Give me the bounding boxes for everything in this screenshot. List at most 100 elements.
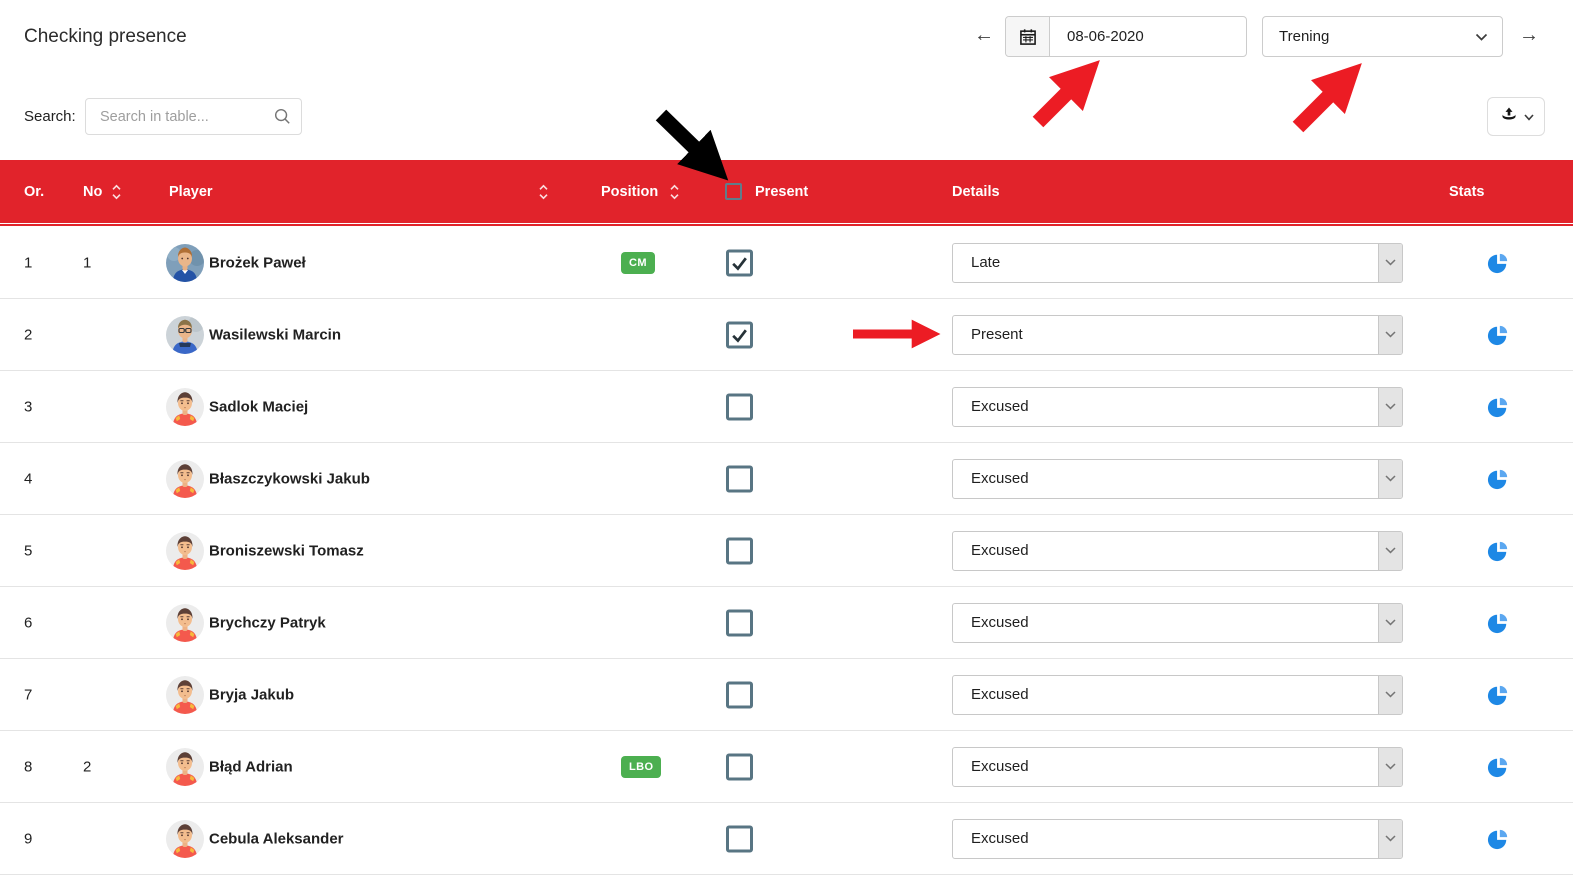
red-arrow-to-date	[1032, 60, 1100, 128]
select-chevron-icon	[1378, 819, 1402, 858]
chevron-down-icon	[1475, 33, 1502, 41]
player-name: Broniszewski Tomasz	[209, 542, 364, 559]
export-icon	[1499, 105, 1519, 128]
table-row: 5 Broniszewski Tomasz Excused	[0, 515, 1573, 587]
sort-icon[interactable]	[669, 183, 680, 201]
date-picker[interactable]: 08-06-2020	[1005, 16, 1247, 57]
player-name: Błaszczykowski Jakub	[209, 470, 370, 487]
select-chevron-icon	[1378, 315, 1402, 354]
details-select[interactable]: Excused	[952, 458, 1403, 499]
details-select[interactable]: Excused	[952, 530, 1403, 571]
player-name: Brożek Paweł	[209, 254, 306, 271]
details-select[interactable]: Excused	[952, 386, 1403, 427]
details-selected-value: Excused	[971, 398, 1029, 415]
stats-pie-icon[interactable]	[1487, 540, 1509, 562]
search-label: Search:	[24, 108, 76, 125]
player-avatar	[166, 747, 204, 786]
calendar-icon[interactable]	[1006, 17, 1050, 56]
details-selected-value: Excused	[971, 614, 1029, 631]
details-selected-value: Present	[971, 326, 1023, 343]
prev-date-button[interactable]: ←	[974, 24, 994, 46]
table-body: 1 1 Brożek Paweł CM Late 2 Wasilewski Ma…	[0, 227, 1573, 880]
header-present: Present	[755, 183, 809, 200]
stats-pie-icon[interactable]	[1487, 396, 1509, 418]
player-avatar	[166, 819, 204, 858]
event-type-select[interactable]: Trening	[1262, 16, 1503, 57]
header-stats: Stats	[1449, 183, 1485, 200]
stats-pie-icon[interactable]	[1487, 684, 1509, 706]
details-selected-value: Excused	[971, 830, 1029, 847]
present-checkbox[interactable]	[726, 537, 753, 564]
red-arrow-to-event-select	[1292, 63, 1362, 133]
details-selected-value: Late	[971, 254, 1001, 271]
check-icon	[732, 256, 747, 271]
details-selected-value: Excused	[971, 542, 1029, 559]
event-type-value: Trening	[1279, 28, 1330, 45]
stats-pie-icon[interactable]	[1487, 324, 1509, 346]
search-icon	[273, 107, 291, 130]
date-input[interactable]: 08-06-2020	[1067, 28, 1144, 45]
stats-pie-icon[interactable]	[1487, 468, 1509, 490]
header-position[interactable]: Position	[601, 183, 659, 200]
details-selected-value: Excused	[971, 686, 1029, 703]
table-row: 4 Błaszczykowski Jakub Excused	[0, 443, 1573, 515]
header-details: Details	[952, 183, 1000, 200]
header-underline	[0, 224, 1573, 226]
present-checkbox[interactable]	[726, 753, 753, 780]
stats-pie-icon[interactable]	[1487, 612, 1509, 634]
select-chevron-icon	[1378, 387, 1402, 426]
table-row: 1 1 Brożek Paweł CM Late	[0, 227, 1573, 299]
check-icon	[732, 328, 747, 343]
order-cell: 8	[24, 758, 33, 775]
header-order: Or.	[24, 183, 45, 200]
page-title: Checking presence	[24, 26, 187, 47]
player-avatar	[166, 459, 204, 498]
search-input[interactable]	[85, 98, 302, 135]
sort-icon[interactable]	[111, 183, 122, 201]
player-name: Wasilewski Marcin	[209, 326, 341, 343]
search-box	[85, 98, 302, 135]
present-checkbox[interactable]	[726, 609, 753, 636]
stats-pie-icon[interactable]	[1487, 828, 1509, 850]
present-checkbox[interactable]	[726, 465, 753, 492]
table-header: Or. No Player Position Present Details S…	[0, 160, 1573, 223]
export-button[interactable]	[1487, 97, 1545, 136]
present-checkbox[interactable]	[726, 393, 753, 420]
position-badge: CM	[621, 251, 655, 274]
stats-pie-icon[interactable]	[1487, 756, 1509, 778]
order-cell: 9	[24, 830, 33, 847]
player-name: Sadlok Maciej	[209, 398, 309, 415]
black-arrow-to-header-checkbox	[655, 109, 729, 181]
number-cell: 2	[83, 758, 92, 775]
present-header-checkbox[interactable]	[725, 183, 742, 200]
present-checkbox[interactable]	[726, 681, 753, 708]
next-date-button[interactable]: →	[1519, 24, 1539, 46]
stats-pie-icon[interactable]	[1487, 252, 1509, 274]
details-select[interactable]: Excused	[952, 746, 1403, 787]
player-avatar	[166, 531, 204, 570]
player-avatar	[166, 675, 204, 714]
player-name: Cebula Aleksander	[209, 830, 344, 847]
present-checkbox[interactable]	[726, 321, 753, 348]
player-avatar	[166, 603, 204, 642]
details-select[interactable]: Excused	[952, 602, 1403, 643]
details-select[interactable]: Late	[952, 242, 1403, 283]
details-selected-value: Excused	[971, 758, 1029, 775]
select-chevron-icon	[1378, 531, 1402, 570]
present-checkbox[interactable]	[726, 825, 753, 852]
present-checkbox[interactable]	[726, 249, 753, 276]
details-select[interactable]: Present	[952, 314, 1403, 355]
player-name: Bryja Jakub	[209, 686, 295, 703]
export-chevron-icon	[1523, 109, 1534, 124]
details-select[interactable]: Excused	[952, 818, 1403, 859]
header-player[interactable]: Player	[169, 183, 213, 200]
player-name: Brychczy Patryk	[209, 614, 326, 631]
header-number[interactable]: No	[83, 183, 103, 200]
sort-icon[interactable]	[538, 183, 549, 201]
order-cell: 1	[24, 254, 33, 271]
table-row: 9 Cebula Aleksander Excused	[0, 803, 1573, 875]
player-name: Błąd Adrian	[209, 758, 293, 775]
details-select[interactable]: Excused	[952, 674, 1403, 715]
table-row: 2 Wasilewski Marcin Present	[0, 299, 1573, 371]
